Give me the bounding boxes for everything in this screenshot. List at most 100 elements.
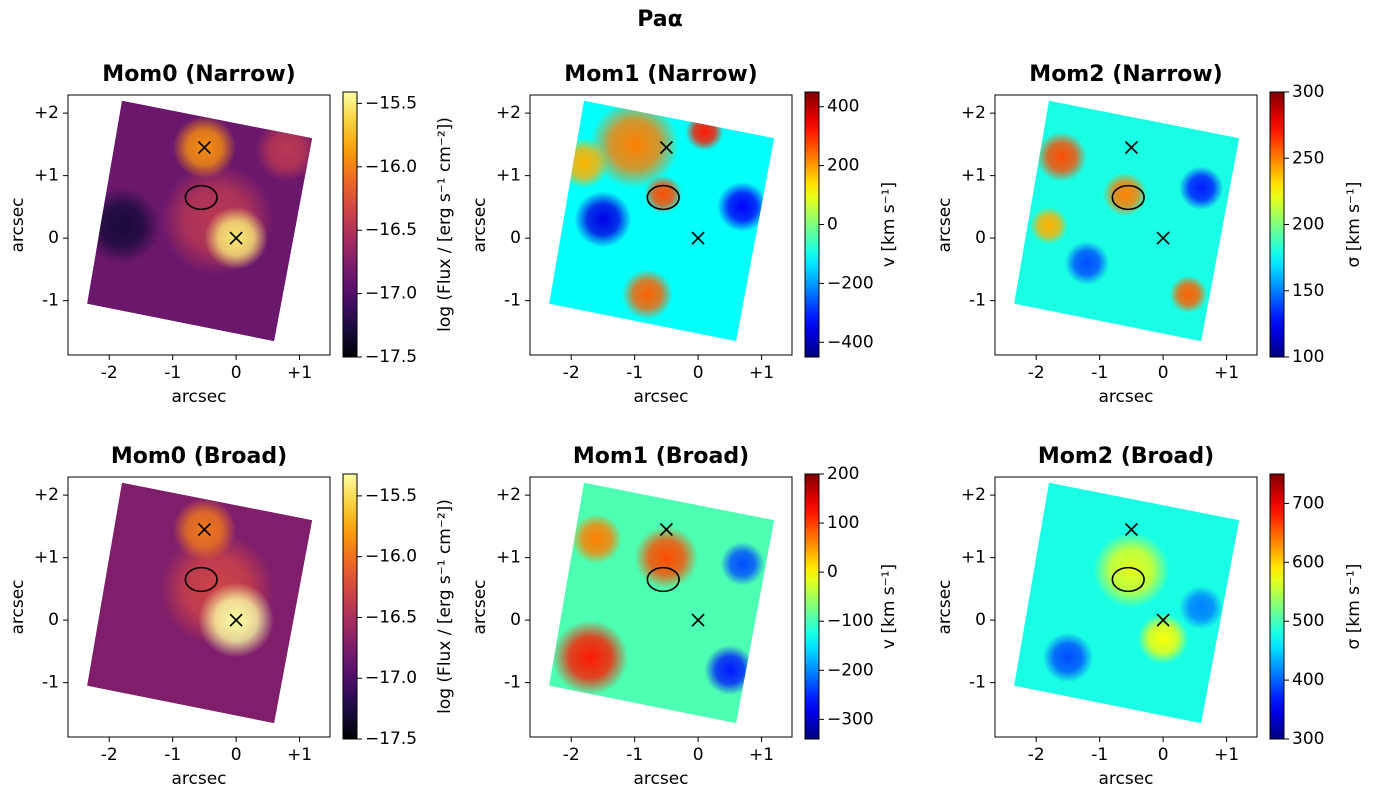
x-axis-label: arcsec [633,387,688,407]
axes-frame [529,476,793,738]
axes-frame [994,476,1258,738]
y-tick-label: -1 [42,291,59,311]
cross-marker [197,140,211,155]
colorbar-label: σ [km s⁻¹] [1344,182,1364,268]
y-tick-label: +2 [34,103,59,123]
y-axis-label: arcsec [935,197,955,252]
colorbar-tick-label: −15.5 [365,93,417,113]
y-axis-label: arcsec [470,197,490,252]
map-blob [552,620,629,696]
y-tick-label: +1 [496,166,521,186]
ellipse-marker [646,184,680,211]
panel-title: Mom0 (Narrow) [102,62,295,87]
x-tick-label: -1 [626,363,643,383]
map-image [1014,482,1240,724]
axes-frame [67,94,331,356]
cross-marker [691,613,705,627]
cross-marker [1124,140,1138,155]
colorbar-tick-label: −17.0 [365,668,417,688]
colorbar-tick-label: 100 [827,513,859,533]
colorbar-label: v [km s⁻¹] [879,182,899,267]
map-blob [621,269,673,320]
ellipse-marker [184,184,218,211]
cross-marker [229,613,243,627]
y-tick-label: +2 [496,103,521,123]
colorbar-tick-label: −200 [827,273,874,293]
map-blob [1102,172,1148,217]
y-tick-label: 0 [510,610,521,630]
colorbar-tick-label: 400 [1292,670,1324,690]
y-tick-label: +2 [496,485,521,505]
map-blob [574,191,632,248]
y-tick-label: +2 [34,485,59,505]
x-tick-label: -2 [1028,745,1045,765]
colorbar-tick-label: 150 [1292,281,1324,301]
map-blob [1036,131,1087,182]
x-axis-label: arcsec [633,769,688,789]
map-image [549,482,775,724]
map-blob [255,119,313,182]
x-tick-label: -1 [164,363,181,383]
colorbar [804,91,820,358]
colorbar [342,91,358,358]
x-tick-label: 0 [231,363,242,383]
map-blob [1178,166,1224,210]
axes-frame [67,476,331,738]
map-blob [1178,585,1224,630]
map-blob [1064,241,1110,285]
colorbar-label: log (Flux / [erg s⁻¹ cm⁻²]) [435,117,455,332]
y-tick-label: 0 [975,228,986,248]
colorbar-label: log (Flux / [erg s⁻¹ cm⁻²]) [435,499,455,714]
map-blob [571,513,622,564]
map-blob [704,645,756,696]
ellipse-marker [646,566,680,593]
y-tick-label: -1 [969,291,986,311]
colorbar-tick-label: −16.0 [365,157,417,177]
y-tick-label: -1 [969,673,986,693]
panel: Mom1 (Broad) arcsec arcsec -2 -1 0 +1 -1 0 +1 +2 −3… [470,444,899,789]
panel: Mom0 (Broad) arcsec arcsec -2 -1 0 +1 -1 0 +1 +2 −1… [8,444,455,789]
x-tick-label: +1 [1214,745,1239,765]
x-tick-label: +1 [1214,363,1239,383]
y-tick-label: 0 [975,610,986,630]
y-tick-label: +1 [496,548,521,568]
colorbar-tick-label: −17.5 [365,347,417,367]
y-tick-label: +1 [34,166,59,186]
colorbar-label: v [km s⁻¹] [879,564,899,649]
y-tick-label: +1 [961,166,986,186]
map-blob [1137,613,1189,664]
panel-title: Mom1 (Narrow) [564,62,757,87]
x-tick-label: 0 [231,745,242,765]
map-image [1014,100,1240,342]
figure-title: Paα [637,7,683,32]
ellipse-marker [1111,566,1145,593]
colorbar-tick-label: 400 [827,97,859,117]
map-blob [87,188,160,264]
cross-marker [659,522,673,537]
x-tick-label: -1 [1091,745,1108,765]
panel: Mom1 (Narrow) arcsec arcsec -2 -1 0 +1 -1 0 +1 +2 −… [470,62,899,407]
x-tick-label: -2 [101,745,118,765]
y-axis-label: arcsec [470,579,490,634]
map-blob [1029,206,1068,245]
x-tick-label: -1 [1091,363,1108,383]
panel-title: Mom0 (Broad) [111,444,287,469]
y-tick-label: +1 [34,548,59,568]
cross-marker [659,140,673,155]
axes-frame [994,94,1258,356]
map-blob [1093,532,1170,608]
colorbar-tick-label: 600 [1292,552,1324,572]
cross-marker [691,231,705,245]
colorbar-label: σ [km s⁻¹] [1344,564,1364,650]
colorbar-tick-label: −15.5 [365,486,417,506]
y-tick-label: -1 [504,673,521,693]
colorbar [342,473,358,740]
ellipse-marker [184,566,218,593]
x-tick-label: 0 [693,745,704,765]
x-tick-label: -2 [563,745,580,765]
x-tick-label: 0 [1158,363,1169,383]
y-tick-label: -1 [42,673,59,693]
map-blob [685,113,724,151]
x-tick-label: -2 [563,363,580,383]
